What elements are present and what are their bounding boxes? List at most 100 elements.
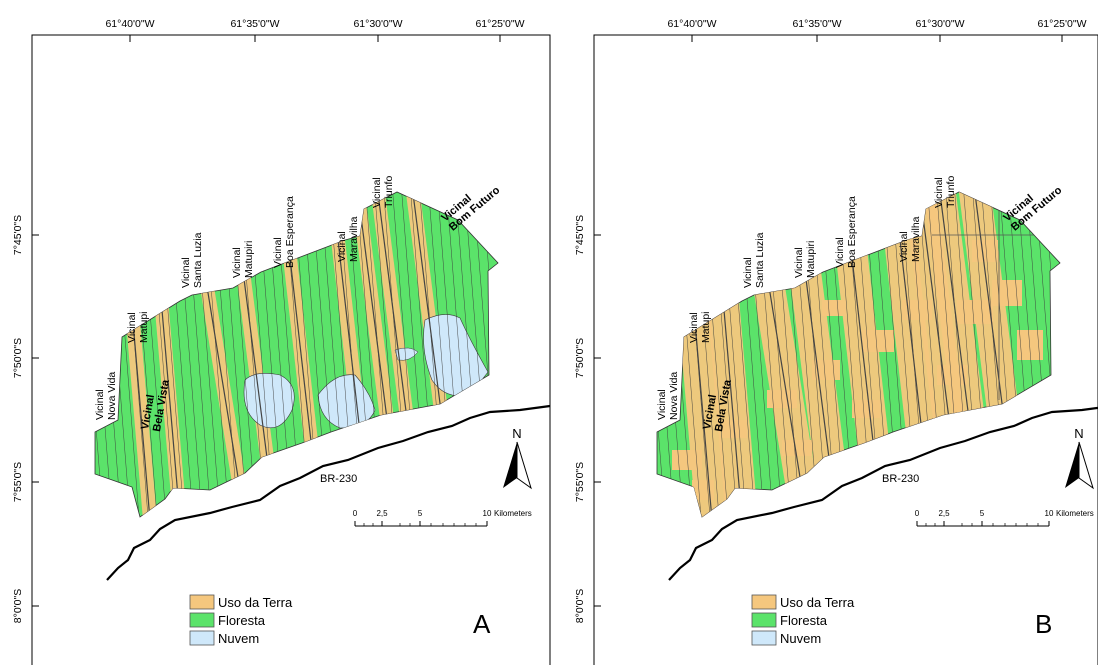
parcel-line bbox=[593, 170, 621, 530]
vicinal-label: VicinalBoa Esperança bbox=[834, 196, 858, 268]
vicinal-label: VicinalBoa Esperança bbox=[272, 196, 296, 268]
vicinal-label: VicinalMaravilha bbox=[898, 216, 922, 262]
scale-unit: Kilometers bbox=[494, 509, 532, 518]
map-panel-a: BR-230 61°40'0"W 61°35'0"W 61°30'0"W 61°25'… bbox=[0, 18, 572, 665]
longitude-label: 61°40'0"W bbox=[667, 18, 716, 30]
parcel-line bbox=[657, 192, 676, 517]
land-use-patch bbox=[1017, 330, 1043, 360]
study-area: BR-230 bbox=[530, 170, 1098, 581]
scale-label: 10 bbox=[483, 509, 492, 518]
vicinal-label: VicinalMaravilha bbox=[336, 216, 360, 262]
vicinal-label: VicinalBom Futuro bbox=[1001, 175, 1064, 234]
longitude-label: 61°40'0"W bbox=[105, 18, 154, 30]
land-use-patch bbox=[862, 330, 894, 352]
parcel-line bbox=[0, 170, 5, 530]
scale-label: 0 bbox=[353, 509, 358, 518]
vicinal-label: VicinalMatupi bbox=[126, 311, 150, 343]
legend-label: Uso da Terra bbox=[780, 595, 855, 610]
longitude-label: 61°30'0"W bbox=[353, 18, 402, 30]
scale-label: 0 bbox=[915, 509, 920, 518]
land-use-patch bbox=[692, 480, 714, 500]
legend-swatch bbox=[751, 594, 777, 610]
legend-label: Uso da Terra bbox=[218, 595, 293, 610]
longitude-label: 61°30'0"W bbox=[915, 18, 964, 30]
latitude-label: 7°45'0"S bbox=[12, 215, 24, 255]
map-panel-b: BR-230 61°40'0"W 61°35'0"W 61°30'0"W 61°25'… bbox=[530, 18, 1098, 665]
parcel-line bbox=[544, 170, 572, 530]
parcel-line bbox=[22, 170, 50, 530]
map-frame bbox=[31, 34, 551, 665]
vicinal-label: VicinalMatupi bbox=[688, 311, 712, 343]
parcel-line bbox=[49, 170, 77, 530]
latitude-label: 7°50'0"S bbox=[12, 338, 24, 378]
highway-br-230 bbox=[668, 406, 1098, 581]
vicinal-label: VicinalNova Vida bbox=[94, 372, 118, 420]
parcel-line bbox=[539, 170, 567, 530]
vicinal-label: VicinalSanta Luzia bbox=[180, 232, 204, 288]
scale-unit: Kilometers bbox=[1056, 509, 1094, 518]
north-label: N bbox=[1074, 426, 1083, 441]
legend-swatch bbox=[751, 612, 777, 628]
parcel-line bbox=[40, 170, 68, 530]
vicinal-label: VicinalBom Futuro bbox=[439, 175, 502, 234]
parcel-line bbox=[548, 170, 576, 530]
parcel-line bbox=[95, 192, 105, 517]
legend-label: Floresta bbox=[218, 613, 266, 628]
parcel-line bbox=[657, 192, 667, 517]
legend-label: Floresta bbox=[780, 613, 828, 628]
scale-label: 5 bbox=[980, 509, 985, 518]
highway-label: BR-230 bbox=[320, 473, 357, 485]
latitude-label: 8°0'0"S bbox=[12, 589, 24, 623]
legend-label: Nuvem bbox=[780, 631, 821, 646]
land-use-patch bbox=[957, 300, 993, 324]
latitude-label: 7°45'0"S bbox=[574, 215, 586, 255]
highway-br-230 bbox=[106, 404, 551, 581]
land-use-patch bbox=[972, 240, 998, 262]
land-use-patch bbox=[852, 400, 880, 418]
vicinal-label: VicinalSanta Luzia bbox=[742, 232, 766, 288]
vicinal-label: VicinalMatupiri bbox=[231, 241, 255, 278]
longitude-label: 61°35'0"W bbox=[230, 18, 279, 30]
parcel-line bbox=[602, 170, 630, 530]
parcel-line bbox=[31, 170, 59, 530]
parcel-line bbox=[584, 170, 612, 530]
longitude-label: 61°35'0"W bbox=[792, 18, 841, 30]
scale-label: 2,5 bbox=[938, 509, 950, 518]
longitude-label: 61°25'0"W bbox=[1037, 18, 1086, 30]
parcel-line bbox=[95, 192, 114, 517]
panel-letter: A bbox=[473, 609, 491, 639]
scale-label: 2,5 bbox=[376, 509, 388, 518]
legend-swatch bbox=[189, 630, 215, 646]
north-arrow-icon bbox=[516, 441, 532, 490]
parcel-line bbox=[620, 170, 648, 530]
latitude-label: 7°55'0"S bbox=[574, 462, 586, 502]
parcel-line bbox=[530, 170, 558, 530]
north-label: N bbox=[512, 426, 521, 441]
highway-label: BR-230 bbox=[882, 473, 919, 485]
legend-swatch bbox=[189, 612, 215, 628]
panel-letter: B bbox=[1035, 609, 1052, 639]
land-use-patch bbox=[672, 450, 702, 470]
scale-label: 5 bbox=[418, 509, 423, 518]
legend-swatch bbox=[751, 630, 777, 646]
legend-label: Nuvem bbox=[218, 631, 259, 646]
legend-swatch bbox=[189, 594, 215, 610]
vicinal-label: VicinalMatupiri bbox=[793, 241, 817, 278]
parcel-line bbox=[535, 170, 563, 530]
map-frame bbox=[593, 34, 1098, 665]
parcel-line bbox=[58, 170, 86, 530]
vicinal-label: VicinalTriunfo bbox=[371, 176, 395, 208]
parcel-line bbox=[657, 192, 658, 517]
cloud-area bbox=[317, 374, 376, 429]
north-arrow-icon bbox=[1065, 442, 1079, 488]
longitude-label: 61°25'0"W bbox=[475, 18, 524, 30]
land-use-patch bbox=[782, 440, 812, 456]
latitude-label: 7°50'0"S bbox=[574, 338, 586, 378]
vicinal-label: VicinalNova Vida bbox=[656, 372, 680, 420]
north-arrow-icon bbox=[503, 442, 517, 488]
land-use-patch bbox=[822, 300, 846, 316]
study-area: BR-230 bbox=[0, 170, 572, 581]
latitude-label: 8°0'0"S bbox=[574, 589, 586, 623]
cloud-area bbox=[394, 347, 419, 361]
